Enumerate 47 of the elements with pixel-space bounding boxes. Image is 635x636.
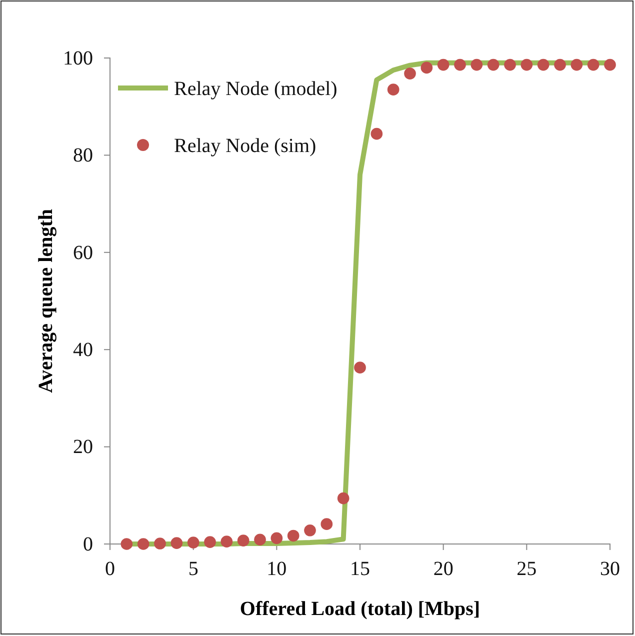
point (554, 58, 566, 71)
point (254, 534, 266, 546)
point (237, 534, 250, 547)
point (587, 58, 600, 71)
point (387, 84, 400, 96)
point (320, 518, 333, 530)
point (170, 537, 183, 549)
x-tick-label: 20 (433, 558, 454, 580)
x-tick-label: 25 (516, 558, 537, 580)
x-tick-label: 10 (266, 558, 287, 580)
y-tick-label: 0 (83, 533, 93, 556)
y-tick-label: 20 (73, 436, 93, 458)
point (420, 62, 433, 74)
point (270, 532, 283, 544)
point (220, 536, 233, 548)
point (304, 524, 316, 536)
point (337, 492, 350, 504)
point (520, 58, 533, 71)
legend-label: Relay Node (model) (174, 78, 338, 100)
point (154, 538, 166, 550)
point (604, 58, 616, 71)
point (204, 536, 216, 548)
point (454, 58, 466, 71)
x-axis-title: Offered Load (total) [Mbps] (240, 598, 480, 620)
x-tick-label: 15 (350, 558, 370, 580)
x-tick-label: 30 (600, 558, 620, 580)
point (120, 538, 133, 550)
point (437, 58, 450, 71)
y-tick-label: 40 (73, 339, 93, 361)
point (504, 58, 516, 71)
y-tick-label: 80 (73, 144, 93, 167)
x-tick-label: 5 (188, 558, 198, 580)
point (137, 538, 150, 550)
x-tick-label: 0 (105, 558, 115, 580)
y-tick-label: 100 (63, 47, 93, 70)
y-axis-title: Average queue length (35, 208, 57, 394)
y-tick-label: 60 (73, 242, 93, 264)
point (570, 58, 583, 71)
point (537, 58, 550, 71)
point (404, 68, 416, 80)
point (370, 128, 383, 140)
legend-label: Relay Node (sim) (174, 135, 316, 157)
point (187, 536, 200, 548)
point (470, 58, 483, 71)
point (354, 362, 366, 374)
point (287, 530, 300, 542)
point (487, 58, 500, 71)
